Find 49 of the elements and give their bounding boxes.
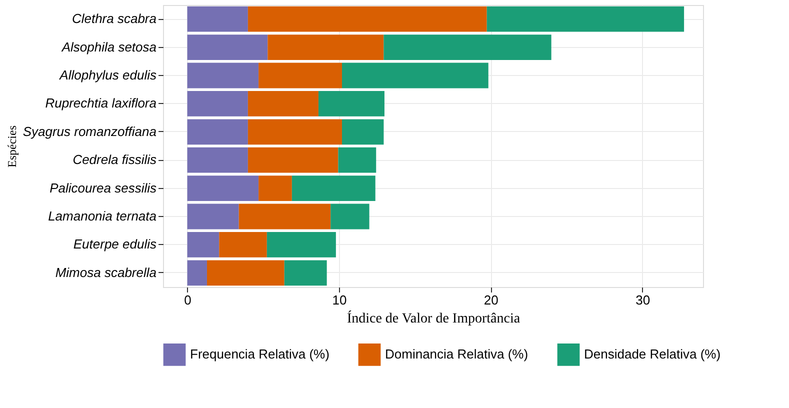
- bar: [268, 34, 384, 60]
- y-tick-label: Palicourea sessilis: [50, 180, 157, 196]
- x-tick-label: 20: [484, 292, 498, 308]
- y-tick-label: Ruprechtia laxiflora: [45, 96, 156, 111]
- legend-label: Dominancia Relativa (%): [385, 346, 528, 362]
- bar: [187, 204, 239, 230]
- bar: [219, 232, 267, 258]
- bar: [330, 204, 370, 230]
- bar: [187, 62, 259, 88]
- y-tick-label: Syagrus romanzoffiana: [22, 124, 156, 139]
- bar: [248, 119, 342, 145]
- bar: [266, 232, 336, 258]
- y-tick-label: Allophylus edulis: [58, 68, 157, 82]
- bar: [187, 91, 248, 116]
- bar: [342, 119, 384, 145]
- bar: [248, 147, 338, 173]
- y-axis-title: Espécies: [4, 125, 19, 168]
- bar: [187, 147, 248, 173]
- x-tick-label: 0: [184, 292, 192, 308]
- bar: [187, 34, 268, 60]
- y-tick-label: Lamanonia ternata: [48, 208, 156, 224]
- bar: [187, 176, 259, 201]
- x-tick-label: 30: [636, 292, 650, 308]
- bar: [258, 62, 342, 88]
- bar: [486, 6, 684, 32]
- y-tick-label: Mimosa scabrella: [55, 264, 156, 280]
- bar: [187, 232, 220, 258]
- bar: [187, 260, 207, 286]
- x-axis-title: Índice de Valor de Importância: [346, 310, 521, 326]
- y-tick-label: Cedrela fissilis: [72, 152, 157, 168]
- bar: [284, 260, 327, 286]
- legend-label: Frequencia Relativa (%): [190, 346, 330, 362]
- bar: [187, 6, 248, 32]
- bar: [384, 34, 552, 60]
- y-tick-label: Euterpe edulis: [73, 236, 157, 252]
- bar: [342, 62, 488, 88]
- bar: [292, 176, 376, 201]
- bar: [318, 91, 384, 116]
- bar: [187, 119, 248, 145]
- x-tick-label: 10: [332, 292, 347, 308]
- bar: [206, 260, 284, 286]
- bar: [338, 147, 376, 173]
- bar: [238, 204, 331, 230]
- legend-label: Densidade Relativa (%): [584, 346, 721, 362]
- bar: [248, 91, 318, 116]
- y-tick-label: Clethra scabra: [72, 11, 156, 26]
- bar: [248, 6, 487, 32]
- bar: [258, 176, 292, 201]
- y-tick-label: Alsophila setosa: [60, 39, 156, 54]
